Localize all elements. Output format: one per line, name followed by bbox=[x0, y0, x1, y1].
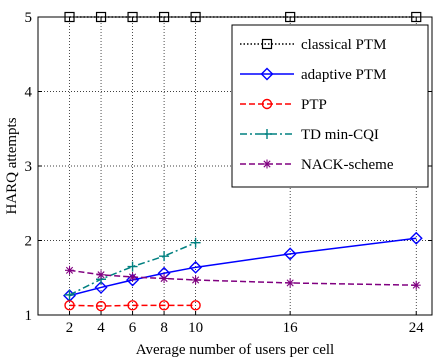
x-tick-label: 10 bbox=[188, 320, 203, 336]
y-tick-label: 3 bbox=[25, 159, 33, 175]
legend-marker bbox=[262, 129, 272, 139]
data-point-nack-scheme bbox=[285, 278, 295, 288]
legend-marker bbox=[261, 98, 273, 110]
data-point-adaptive-ptm bbox=[126, 273, 140, 287]
x-tick-label: 24 bbox=[409, 320, 425, 336]
legend-label: adaptive PTM bbox=[301, 67, 386, 83]
data-point-adaptive-ptm bbox=[94, 280, 108, 294]
legend-marker bbox=[260, 67, 274, 81]
legend-label: PTP bbox=[301, 97, 327, 113]
x-tick-label: 6 bbox=[129, 320, 137, 336]
data-point-ptp bbox=[158, 300, 170, 311]
legend-item-nack-scheme: NACK-scheme bbox=[240, 157, 394, 173]
x-tick-label: 16 bbox=[283, 320, 299, 336]
data-point-td-min-cqi bbox=[159, 251, 170, 262]
legend-label: TD min-CQI bbox=[301, 127, 379, 143]
legend-marker bbox=[262, 159, 272, 169]
x-tick-label: 4 bbox=[97, 320, 105, 336]
data-point-nack-scheme bbox=[65, 265, 75, 275]
legend-item-ptp: PTP bbox=[240, 97, 327, 113]
x-tick-label: 8 bbox=[160, 320, 168, 336]
legend-marker bbox=[261, 38, 273, 50]
data-point-td-min-cqi bbox=[190, 237, 201, 248]
data-point-adaptive-ptm bbox=[189, 260, 203, 274]
y-tick-label: 2 bbox=[25, 234, 33, 250]
legend-item-adaptive-ptm: adaptive PTM bbox=[240, 67, 386, 83]
x-axis-label: Average number of users per cell bbox=[136, 342, 334, 358]
series-line-ptp bbox=[69, 304, 196, 307]
data-point-ptp bbox=[127, 300, 138, 311]
series-line-adaptive-ptm bbox=[69, 237, 417, 297]
series-nack-scheme bbox=[65, 265, 421, 290]
data-point-nack-scheme bbox=[411, 280, 421, 290]
data-point-adaptive-ptm bbox=[283, 247, 297, 261]
legend-label: NACK-scheme bbox=[301, 157, 394, 173]
data-point-ptp bbox=[95, 300, 107, 312]
data-point-ptp bbox=[64, 300, 75, 311]
data-point-adaptive-ptm bbox=[409, 231, 423, 245]
x-tick-label: 2 bbox=[66, 320, 74, 336]
data-point-td-min-cqi bbox=[64, 289, 75, 300]
legend: classical PTM adaptive PTM PTP TD min-CQI NA… bbox=[231, 24, 429, 188]
data-point-nack-scheme bbox=[96, 270, 106, 280]
legend-item-td-min-cqi: TD min-CQI bbox=[240, 127, 379, 143]
series-ptp bbox=[64, 300, 201, 312]
data-point-ptp bbox=[190, 300, 201, 311]
y-axis-label: HARQ attempts bbox=[4, 117, 20, 214]
y-tick-label: 1 bbox=[25, 308, 33, 324]
data-point-nack-scheme bbox=[159, 273, 169, 283]
data-point-nack-scheme bbox=[128, 272, 138, 282]
y-tick-label: 4 bbox=[25, 85, 33, 101]
data-point-nack-scheme bbox=[191, 275, 201, 285]
legend-label: classical PTM bbox=[301, 37, 386, 53]
data-point-td-min-cqi bbox=[127, 261, 138, 272]
legend-item-classical-ptm: classical PTM bbox=[240, 37, 386, 53]
y-tick-label: 5 bbox=[25, 10, 33, 26]
legend-box bbox=[231, 24, 429, 188]
